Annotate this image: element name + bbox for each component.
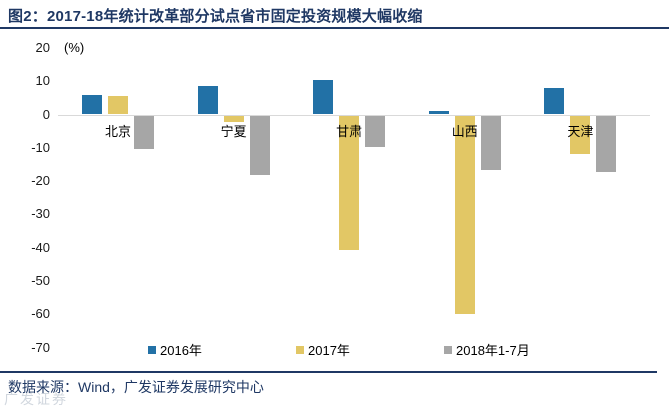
legend-item-2017年: 2017年: [296, 340, 350, 359]
y-axis-tick-label: -60: [31, 306, 50, 322]
legend-swatch-icon: [148, 345, 156, 354]
bar-2016年-甘肃: [313, 79, 334, 115]
data-source-note: 数据来源：Wind，广发证券发展研究中心: [8, 379, 264, 395]
category-label-天津: 天津: [567, 124, 594, 139]
legend-item-2018年1-7月: 2018年1-7月: [444, 340, 530, 359]
y-axis-tick-label: -40: [31, 239, 50, 255]
bar-2016年-山西: [428, 111, 449, 115]
legend-label: 2016年: [160, 343, 202, 358]
legend-item-2016年: 2016年: [148, 340, 202, 359]
legend-label: 2018年1-7月: [456, 343, 530, 358]
category-label-北京: 北京: [104, 124, 131, 139]
figure-title: 图2：2017-18年统计改革部分试点省市固定投资规模大幅收缩: [8, 8, 423, 25]
bar-2018年1-7月-天津: [596, 115, 617, 173]
bar-2016年-宁夏: [197, 86, 218, 115]
x-axis-zero-line: [58, 114, 650, 116]
y-axis-tick-label: -30: [31, 206, 50, 222]
bar-2017年-天津: [570, 115, 591, 154]
bar-2017年-山西: [454, 115, 475, 314]
bar-2017年-北京: [108, 96, 128, 115]
bar-2018年1-7月-北京: [134, 115, 154, 149]
category-label-宁夏: 宁夏: [220, 124, 247, 139]
bar-2016年-天津: [544, 87, 565, 115]
category-label-山西: 山西: [451, 124, 478, 139]
bar-2018年1-7月-山西: [480, 115, 501, 171]
legend-swatch-icon: [296, 345, 304, 354]
legend-label: 2017年: [308, 343, 350, 358]
y-axis-tick-label: -20: [31, 173, 50, 189]
bar-2017年-甘肃: [339, 115, 360, 251]
y-axis-unit-label: (%): [64, 40, 85, 55]
footer-divider: [0, 371, 657, 373]
y-axis-tick-label: -50: [31, 273, 50, 288]
title-divider: [0, 27, 669, 29]
bar-2017年-宁夏: [223, 115, 244, 123]
category-label-甘肃: 甘肃: [336, 124, 363, 139]
y-axis-tick-label: 10: [35, 73, 50, 89]
y-axis-tick-label: 20: [35, 39, 50, 55]
legend-swatch-icon: [444, 345, 452, 354]
y-axis-tick-label: 0: [42, 106, 50, 122]
brand-watermark: 广发证券: [4, 391, 68, 407]
bar-2018年1-7月-宁夏: [249, 115, 270, 176]
bar-2018年1-7月-甘肃: [365, 115, 386, 148]
y-axis-tick-label: -70: [31, 339, 50, 355]
y-axis-tick-label: -10: [31, 139, 50, 155]
bar-2016年-北京: [82, 94, 102, 115]
